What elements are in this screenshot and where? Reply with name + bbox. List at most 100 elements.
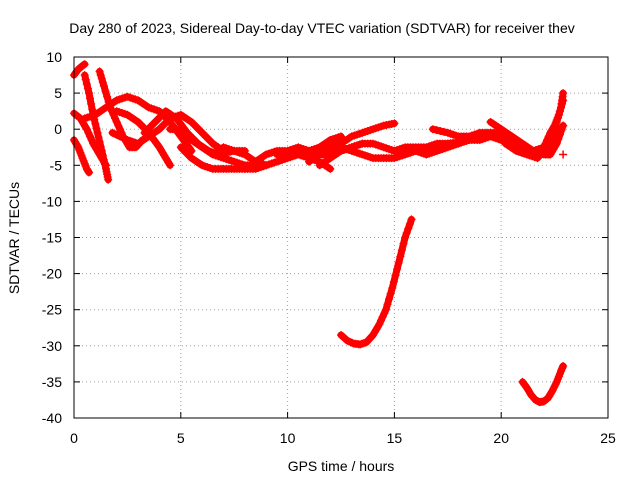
data-point <box>98 78 107 87</box>
data-point <box>549 123 558 132</box>
data-point <box>82 125 91 134</box>
data-point <box>394 258 403 267</box>
data-point <box>82 80 91 89</box>
data-point <box>396 252 405 261</box>
data-point <box>386 289 395 298</box>
data-point <box>405 220 414 228</box>
data-point <box>397 246 406 255</box>
axis-ticks: 0 5 10 15 20 25 10 5 0 -5 -10 -15 -20 -25 -30 -35 -40 <box>42 49 616 446</box>
x-tick-label: 10 <box>280 430 296 446</box>
data-point <box>559 121 568 130</box>
data-point <box>390 119 399 128</box>
data-point <box>385 294 394 303</box>
data-point <box>115 125 124 134</box>
data-point <box>393 265 402 274</box>
data-point <box>428 125 437 134</box>
data-point <box>381 305 390 314</box>
data-point <box>557 103 565 112</box>
data-point <box>389 277 398 286</box>
data-point <box>337 132 345 141</box>
data-point <box>541 139 550 148</box>
data-point <box>119 134 128 143</box>
data-point <box>165 159 174 168</box>
data-point <box>80 71 89 80</box>
data-point <box>436 127 445 135</box>
data-point <box>391 271 400 280</box>
y-tick-label: -10 <box>42 193 62 209</box>
data-point <box>87 136 96 144</box>
data-point <box>544 132 553 141</box>
data-point <box>108 128 117 137</box>
data-point <box>94 133 103 142</box>
data-point <box>80 60 89 69</box>
data-point <box>559 150 568 159</box>
data-point <box>103 92 112 101</box>
y-axis-label: SDTVAR / TECUs <box>6 182 22 294</box>
data-point <box>92 124 101 133</box>
data-point <box>85 89 93 98</box>
data-point <box>101 87 110 96</box>
data-point <box>375 320 384 329</box>
data-point <box>367 332 376 341</box>
data-point <box>402 229 411 237</box>
data-point <box>91 119 100 128</box>
x-axis-label: GPS time / hours <box>288 458 395 474</box>
data-point <box>380 309 389 318</box>
data-point <box>86 94 94 103</box>
data-point <box>93 128 102 137</box>
y-tick-label: -30 <box>42 338 62 354</box>
data-point <box>166 161 175 170</box>
y-tick-label: 0 <box>54 121 62 137</box>
data-point <box>399 239 408 248</box>
y-tick-label: 5 <box>54 85 62 101</box>
data-point <box>539 143 548 152</box>
data-series <box>70 60 568 407</box>
data-point <box>115 132 124 141</box>
x-tick-label: 25 <box>600 430 616 446</box>
data-point <box>404 224 413 233</box>
data-point <box>432 126 441 135</box>
data-point <box>95 137 104 146</box>
data-point <box>559 96 568 105</box>
data-point <box>111 114 120 123</box>
y-tick-label: -15 <box>42 230 62 246</box>
data-point <box>377 316 385 325</box>
data-point <box>112 118 121 126</box>
x-tick-label: 20 <box>493 430 509 446</box>
data-point <box>85 168 93 177</box>
data-point <box>555 107 564 116</box>
data-point <box>102 161 110 170</box>
data-point <box>81 75 90 84</box>
chart-title: Day 280 of 2023, Sidereal Day-to-day VTE… <box>69 20 575 36</box>
data-point <box>554 110 563 119</box>
y-tick-label: 10 <box>46 49 62 65</box>
data-point <box>378 312 387 321</box>
data-point <box>114 121 123 130</box>
data-point <box>440 127 449 136</box>
data-point <box>83 84 92 93</box>
y-tick-label: -35 <box>42 374 62 390</box>
data-point <box>407 215 416 224</box>
data-point <box>383 300 392 309</box>
y-tick-label: -5 <box>50 157 63 173</box>
data-point <box>326 164 335 173</box>
data-point <box>543 136 552 144</box>
y-tick-label: -40 <box>42 410 62 426</box>
x-tick-label: 0 <box>70 430 78 446</box>
data-point <box>86 132 94 141</box>
x-tick-label: 5 <box>177 430 185 446</box>
y-tick-label: -25 <box>42 302 62 318</box>
data-point <box>388 284 397 292</box>
data-point <box>401 233 410 242</box>
data-point <box>112 130 121 139</box>
data-point <box>104 175 113 184</box>
y-tick-label: -20 <box>42 266 62 282</box>
data-point <box>559 89 568 98</box>
data-point <box>558 99 567 108</box>
data-point <box>559 362 568 370</box>
data-point <box>96 71 105 80</box>
data-point <box>95 67 104 76</box>
data-point <box>97 74 106 83</box>
data-point <box>84 128 93 137</box>
